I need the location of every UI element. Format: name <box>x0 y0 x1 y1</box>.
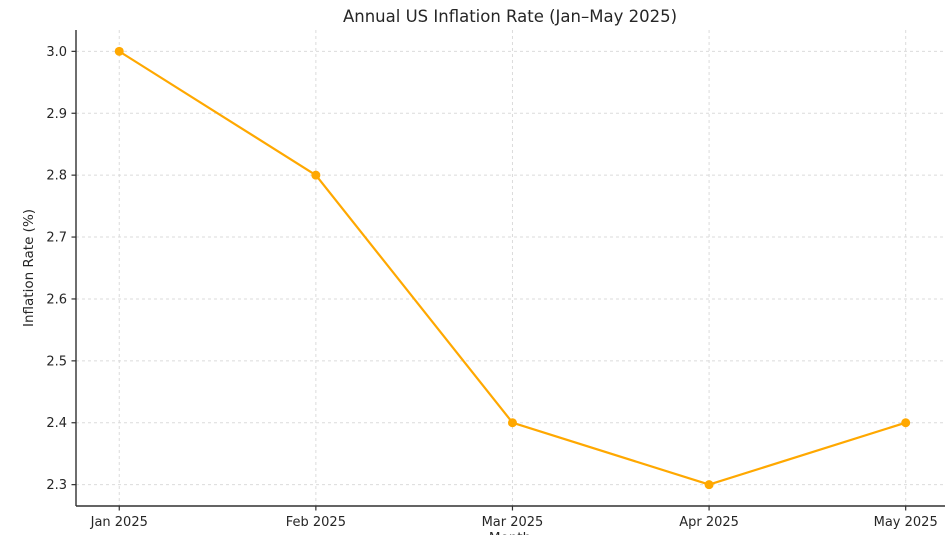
axes-spines-layer <box>75 30 945 507</box>
tick-marks-layer <box>71 50 907 511</box>
x-axis-label: Month <box>489 530 531 535</box>
y-tick-label: 2.3 <box>46 478 67 493</box>
tick-labels-layer: 2.3 2.4 2.5 2.6 2.7 2.8 2.9 3.0 Jan 2025 Feb 2025… <box>46 45 937 530</box>
x-tick-label: May 2025 <box>874 515 938 530</box>
gridlines-layer <box>76 30 945 506</box>
x-tick-label: Feb 2025 <box>286 515 346 530</box>
data-point-marker <box>901 418 911 428</box>
y-tick-label: 2.9 <box>46 107 67 122</box>
y-tick-label: 3.0 <box>46 45 67 60</box>
data-series-layer <box>114 46 911 490</box>
data-point-marker <box>507 418 517 428</box>
y-axis-label: Inflation Rate (%) <box>21 209 37 327</box>
x-tick-label: Apr 2025 <box>679 515 739 530</box>
data-point-marker <box>704 480 714 490</box>
y-tick-label: 2.8 <box>46 169 67 184</box>
y-tick-label: 2.6 <box>46 292 67 307</box>
chart-title: Annual US Inflation Rate (Jan–May 2025) <box>343 7 677 26</box>
y-tick-label: 2.4 <box>46 416 67 431</box>
y-tick-label: 2.7 <box>46 231 67 246</box>
x-tick-label: Jan 2025 <box>90 515 148 530</box>
y-tick-label: 2.5 <box>46 354 67 369</box>
data-point-marker <box>311 170 321 180</box>
data-point-marker <box>114 46 124 56</box>
x-tick-label: Mar 2025 <box>482 515 544 530</box>
